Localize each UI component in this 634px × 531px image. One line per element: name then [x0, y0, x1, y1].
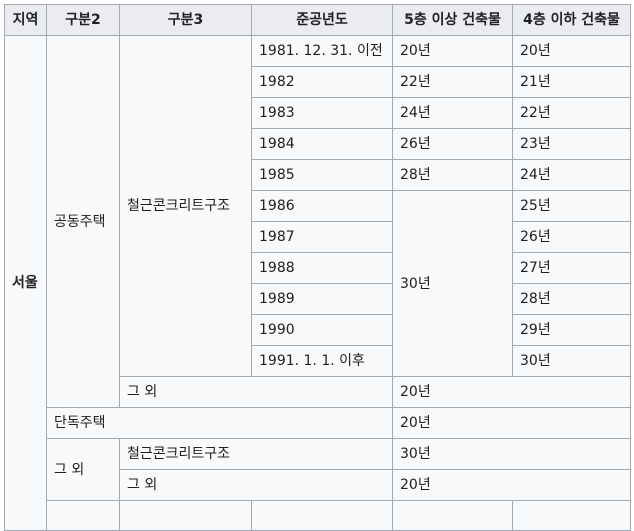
header-five-plus-floors[interactable]: 5층 이상 건축물	[392, 4, 513, 36]
four-below-cell: 21년	[512, 66, 631, 98]
year-cell: 1983	[251, 97, 393, 129]
table-row: 1989 28년	[5, 283, 631, 315]
group-apartment-cell: 공동주택	[46, 35, 120, 408]
four-below-cell: 26년	[512, 221, 631, 253]
four-below-cell: 25년	[512, 190, 631, 222]
year-cell: 1988	[251, 252, 393, 284]
year-cell: 1987	[251, 221, 393, 253]
header-completion-year[interactable]: 준공년도	[251, 4, 393, 36]
other-rc-value-cell: 30년	[392, 438, 631, 470]
table-row: 1982 22년 21년	[5, 66, 631, 98]
group-other-cell: 그 외	[46, 438, 120, 501]
five-plus-merged-cell: 30년	[392, 190, 513, 377]
year-cell: 1989	[251, 283, 393, 315]
header-row: 지역 구분2 구분3 준공년도 5층 이상 건축물 4층 이하 건축물	[4, 4, 631, 36]
table-row: 단독주택 20년	[5, 407, 631, 439]
table-row: 1985 28년 24년	[5, 159, 631, 191]
empty-cell	[251, 500, 393, 531]
table-row: 1983 24년 22년	[5, 97, 631, 129]
year-cell: 1991. 1. 1. 이후	[251, 345, 393, 377]
table-row	[5, 500, 631, 531]
group-detached-cell: 단독주택	[46, 407, 393, 439]
four-below-cell: 30년	[512, 345, 631, 377]
year-cell: 1984	[251, 128, 393, 160]
empty-cell	[119, 500, 252, 531]
table-row: 1984 26년 23년	[5, 128, 631, 160]
apt-other-value-cell: 20년	[392, 376, 631, 408]
durability-table: 지역 구분2 구분3 준공년도 5층 이상 건축물 4층 이하 건축물 서울 공…	[4, 4, 631, 531]
empty-cell	[512, 500, 631, 531]
empty-cell	[392, 500, 513, 531]
year-cell: 1981. 12. 31. 이전	[251, 35, 393, 67]
region-cell: 서울	[4, 35, 47, 531]
header-four-below-floors[interactable]: 4층 이하 건축물	[512, 4, 631, 36]
table-row: 그 외 철근콘크리트구조 30년	[5, 438, 631, 501]
four-below-cell: 20년	[512, 35, 631, 67]
table-row: 그 외 20년	[5, 376, 631, 408]
year-cell: 1990	[251, 314, 393, 346]
year-cell: 1982	[251, 66, 393, 98]
header-category3[interactable]: 구분3	[119, 4, 252, 36]
table-row: 1991. 1. 1. 이후 30년	[5, 345, 631, 377]
five-plus-cell: 28년	[392, 159, 513, 191]
five-plus-cell: 26년	[392, 128, 513, 160]
table-row: 서울 공동주택 철근콘크리트구조 1981. 12. 31. 이전 20년 20…	[4, 35, 631, 531]
other-other-label-cell: 그 외	[119, 469, 393, 501]
year-cell: 1986	[251, 190, 393, 222]
header-region[interactable]: 지역	[4, 4, 47, 36]
other-other-value-cell: 20년	[392, 469, 631, 501]
four-below-cell: 24년	[512, 159, 631, 191]
empty-cell	[46, 500, 120, 531]
four-below-cell: 27년	[512, 252, 631, 284]
table-row: 1988 27년	[5, 252, 631, 284]
header-category2[interactable]: 구분2	[46, 4, 120, 36]
five-plus-cell: 24년	[392, 97, 513, 129]
year-cell: 1985	[251, 159, 393, 191]
table-row: 1990 29년	[5, 314, 631, 346]
rc-structure-cell: 철근콘크리트구조	[119, 35, 252, 377]
detached-value-cell: 20년	[392, 407, 631, 439]
four-below-cell: 22년	[512, 97, 631, 129]
five-plus-cell: 22년	[392, 66, 513, 98]
table-row: 1986 30년 25년	[5, 190, 631, 377]
other-rc-label-cell: 철근콘크리트구조	[119, 438, 393, 470]
four-below-cell: 23년	[512, 128, 631, 160]
five-plus-cell: 20년	[392, 35, 513, 67]
four-below-cell: 28년	[512, 283, 631, 315]
apt-other-label-cell: 그 외	[119, 376, 393, 408]
four-below-cell: 29년	[512, 314, 631, 346]
